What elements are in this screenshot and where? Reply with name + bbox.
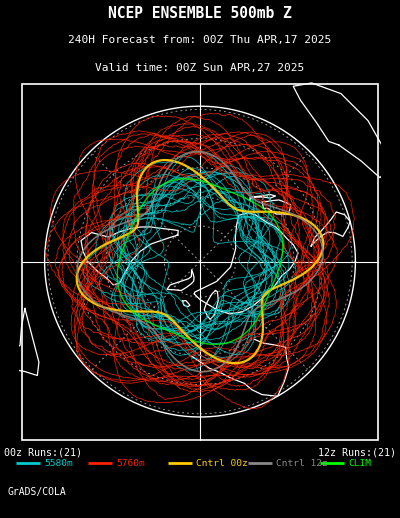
Text: 5760m: 5760m (116, 459, 145, 468)
Text: Valid time: 00Z Sun APR,27 2025: Valid time: 00Z Sun APR,27 2025 (95, 63, 305, 73)
Text: 5580m: 5580m (44, 459, 73, 468)
Text: CLIM: CLIM (348, 459, 371, 468)
Text: Cntrl 00z: Cntrl 00z (196, 459, 248, 468)
Text: 240H Forecast from: 00Z Thu APR,17 2025: 240H Forecast from: 00Z Thu APR,17 2025 (68, 35, 332, 46)
Text: Cntrl 12z: Cntrl 12z (276, 459, 328, 468)
Text: 00z Runs:(21): 00z Runs:(21) (4, 447, 82, 457)
Text: 12z Runs:(21): 12z Runs:(21) (318, 447, 396, 457)
Text: NCEP ENSEMBLE 500mb Z: NCEP ENSEMBLE 500mb Z (108, 6, 292, 21)
Text: GrADS/COLA: GrADS/COLA (8, 487, 67, 497)
